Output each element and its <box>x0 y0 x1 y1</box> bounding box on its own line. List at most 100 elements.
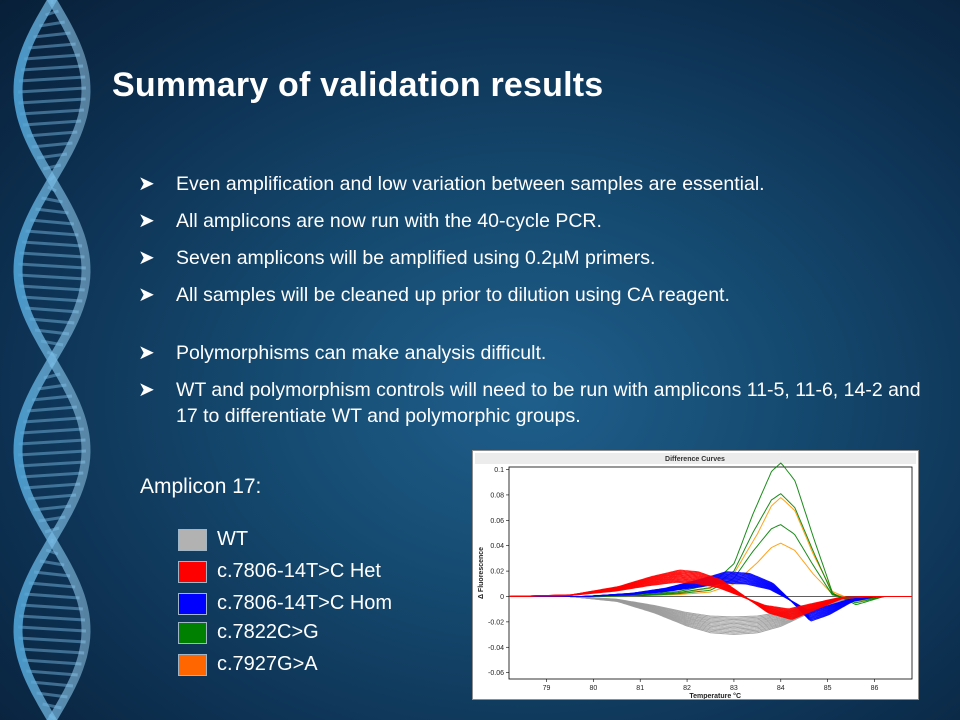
legend-label: c.7806-14T>C Het <box>217 560 381 582</box>
bullet-item: ➤ All samples will be cleaned up prior to… <box>138 282 928 308</box>
legend-swatch <box>178 654 207 676</box>
dna-rung <box>25 229 79 237</box>
x-tick-label: 83 <box>730 685 738 692</box>
dna-rung <box>18 97 86 105</box>
dna-rung <box>24 592 80 600</box>
difference-curves-chart: Difference Curves 0.1 0.08 0.06 0.04 0.02 0 -0.… <box>472 450 919 700</box>
bullet-text: Polymorphisms can make analysis difficul… <box>176 342 547 364</box>
dna-rung <box>35 207 69 215</box>
chart-title: Difference Curves <box>665 456 725 463</box>
dna-rung <box>20 64 84 72</box>
dna-rung <box>26 669 78 677</box>
y-tick-label: -0.02 <box>488 619 504 626</box>
y-axis-label: Δ Fluorescence <box>478 547 485 599</box>
x-tick-label: 79 <box>543 685 551 692</box>
dna-rung <box>31 141 73 149</box>
x-tick-label: 81 <box>636 685 644 692</box>
y-tick-label: -0.06 <box>488 670 504 677</box>
bullet-item: ➤ Even amplification and low variation be… <box>138 171 928 197</box>
dna-rung <box>23 416 81 424</box>
plot-area <box>508 466 913 680</box>
x-tick-label: 85 <box>824 685 832 692</box>
curve-het <box>509 569 912 620</box>
y-tick-label: 0.08 <box>490 492 504 499</box>
dna-rung <box>33 31 71 39</box>
arrowhead-bullet-icon: ➤ <box>138 210 155 232</box>
arrowhead-bullet-icon: ➤ <box>138 173 155 195</box>
arrowhead-bullet-icon: ➤ <box>138 247 155 269</box>
dna-rung <box>18 460 86 468</box>
dna-rung <box>19 647 85 655</box>
dna-rung <box>18 438 86 446</box>
dna-rung <box>27 405 77 413</box>
bullet-item: ➤ WT and polymorphism controls will need … <box>138 377 928 429</box>
dna-rung <box>37 383 67 391</box>
dna-rung <box>21 603 83 611</box>
dna-helix-decoration <box>13 0 91 720</box>
bullet-item: ➤ Seven amplicons will be amplified using… <box>138 245 928 271</box>
chart-title-bar <box>475 453 916 464</box>
y-tick-label: -0.04 <box>488 645 504 652</box>
legend-label: WT <box>217 528 249 550</box>
legend-swatch <box>178 622 207 644</box>
dna-rung <box>21 295 83 303</box>
legend-label: c.7806-14T>C Hom <box>217 592 393 614</box>
dna-rung <box>18 614 86 622</box>
x-tick-label: 80 <box>589 685 597 692</box>
chart-svg: Difference Curves 0.1 0.08 0.06 0.04 0.02 0 -0.… <box>475 453 916 699</box>
dna-rung <box>17 449 87 457</box>
bullet-text: Seven amplicons will be amplified using … <box>176 247 656 269</box>
x-axis-label: Temperature °C <box>689 692 741 699</box>
dna-rung <box>19 251 85 259</box>
legend-swatch <box>178 561 207 583</box>
dna-rung <box>22 119 82 127</box>
dna-rung <box>24 53 80 61</box>
dna-rung <box>30 218 74 226</box>
dna-rung <box>28 581 76 589</box>
dna-rung <box>18 262 86 270</box>
y-tick-label: 0.1 <box>494 467 504 474</box>
legend-label: c.7822C>G <box>217 621 319 643</box>
dna-rung <box>33 570 71 578</box>
dna-rung <box>23 482 81 490</box>
bullet-text: All amplicons are now run with the 40-cy… <box>176 210 602 232</box>
dna-rung <box>25 306 79 314</box>
bullet-text: WT and polymorphism controls will need t… <box>176 379 921 427</box>
dna-rung <box>22 658 82 666</box>
dna-rung <box>17 625 87 633</box>
dna-rung <box>26 130 78 138</box>
y-tick-label: 0.04 <box>490 543 504 550</box>
dna-rung <box>28 42 76 50</box>
bullet-item: ➤ Polymorphisms can make analysis difficu… <box>138 340 928 366</box>
y-tick-label: 0 <box>500 594 504 601</box>
dna-rung <box>21 240 83 248</box>
legend-label: c.7927G>A <box>217 653 318 675</box>
bullet-list: ➤ Even amplification and low variation be… <box>138 171 928 440</box>
slide-title: Summary of validation results <box>112 66 604 104</box>
dna-rung <box>31 394 73 402</box>
bullet-text: All samples will be cleaned up prior to … <box>176 284 730 306</box>
dna-rung <box>19 284 85 292</box>
dna-strand <box>13 0 91 720</box>
dna-rung <box>19 108 85 116</box>
arrowhead-bullet-icon: ➤ <box>138 284 155 306</box>
legend-swatch <box>178 529 207 551</box>
dna-rung <box>18 636 86 644</box>
dna-rung <box>20 427 84 435</box>
x-tick-label: 86 <box>871 685 879 692</box>
dna-rung <box>27 493 77 501</box>
arrowhead-bullet-icon: ➤ <box>138 342 155 364</box>
dna-rung <box>30 680 74 688</box>
arrowhead-bullet-icon: ➤ <box>138 379 155 401</box>
x-tick-label: 84 <box>777 685 785 692</box>
legend-swatch <box>178 593 207 615</box>
dna-rung <box>18 273 86 281</box>
dna-rung <box>18 75 86 83</box>
dna-rung <box>20 471 84 479</box>
x-tick-label: 82 <box>683 685 691 692</box>
bullet-item: ➤ All amplicons are now run with the 40-c… <box>138 208 928 234</box>
amplicon-label: Amplicon 17: <box>140 475 262 498</box>
bullet-text: Even amplification and low variation bet… <box>176 173 765 195</box>
dna-rung <box>29 317 75 325</box>
y-tick-label: 0.06 <box>490 518 504 525</box>
